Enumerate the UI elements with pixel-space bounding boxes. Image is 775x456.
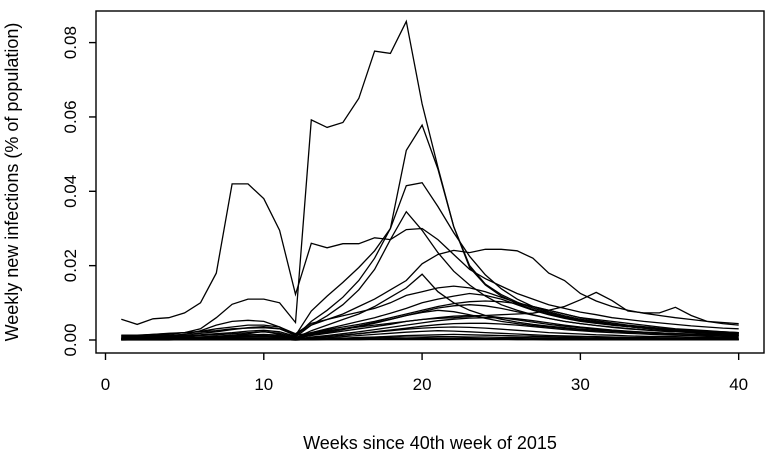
x-tick-label: 10	[254, 375, 273, 394]
series-line-series-05	[121, 181, 739, 339]
x-axis: 0 10 20 30 40	[101, 353, 748, 394]
series-line-series-04	[121, 123, 739, 338]
chart-series-lines	[121, 19, 739, 341]
series-line-series-03	[121, 248, 739, 337]
series-line-series-14	[121, 304, 739, 340]
plot-border	[95, 10, 765, 354]
x-tick-label: 0	[101, 375, 110, 394]
series-line-series-01	[121, 19, 739, 337]
series-line-series-02	[121, 183, 739, 330]
series-line-series-09	[121, 292, 739, 340]
x-tick-label: 40	[729, 375, 748, 394]
y-axis-title: Weekly new infections (% of population)	[2, 23, 22, 342]
y-axis: 0.00 0.02 0.04 0.06 0.08	[61, 26, 96, 357]
y-tick-label: 0.02	[61, 249, 80, 282]
y-tick-label: 0.04	[61, 175, 80, 208]
series-line-series-11	[121, 300, 739, 338]
x-tick-label: 30	[571, 375, 590, 394]
x-axis-title: Weeks since 40th week of 2015	[303, 433, 557, 453]
y-tick-label: 0.06	[61, 100, 80, 133]
y-tick-label: 0.00	[61, 323, 80, 356]
y-tick-label: 0.08	[61, 26, 80, 59]
series-line-series-10	[121, 285, 739, 336]
x-tick-label: 20	[413, 375, 432, 394]
